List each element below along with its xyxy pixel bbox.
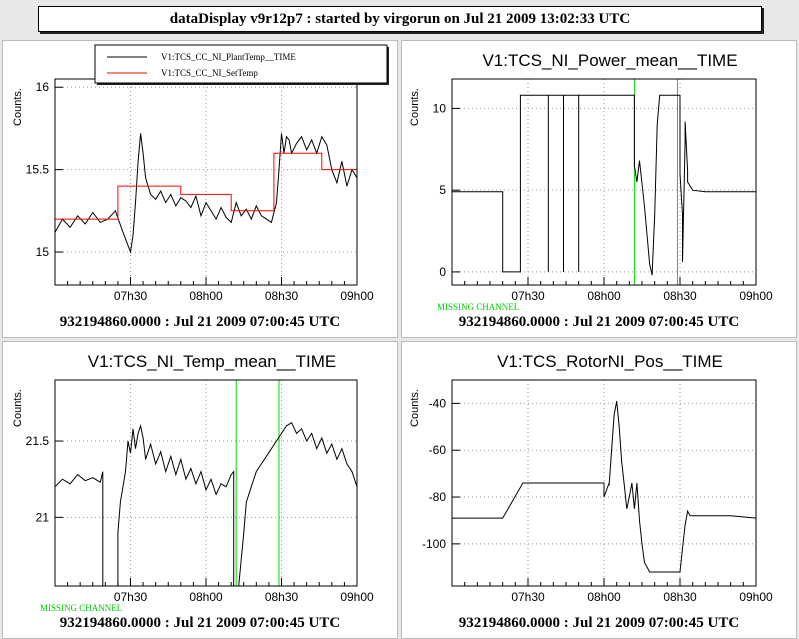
series-line-1 [55, 152, 357, 220]
plot-frame [54, 78, 358, 286]
x-tick-label: 07h30 [511, 590, 545, 604]
legend-entry: V1:TCS_CC_NI_PlantTemp__TIME [161, 52, 296, 62]
y-tick-label: -40 [429, 396, 447, 410]
y-tick-label: -100 [422, 537, 446, 551]
legend [94, 44, 388, 84]
x-tick-label: 07h30 [114, 289, 148, 303]
missing-channel-label: MISSING CHANNEL [40, 603, 123, 613]
x-tick-label: 08h00 [587, 289, 621, 303]
y-tick-label: -80 [429, 490, 447, 504]
legend-entry: V1:TCS_CC_NI_SetTemp [161, 68, 258, 78]
y-axis-label: Counts. [12, 88, 24, 126]
y-tick-label: 10 [433, 101, 447, 115]
series-line-0 [55, 421, 357, 586]
x-tick-label: 08h00 [189, 289, 223, 303]
temp-mean-panel: 07h30 08h00 08h30 09h00 21 21.5 Counts. V1:TCS_… [2, 341, 398, 639]
x-tick-label: 08h30 [663, 590, 697, 604]
power-mean-chart: 07h30 08h00 08h30 09h00 0 5 10 Counts. V1:TCS_NI… [409, 51, 773, 303]
series-line-0 [452, 401, 756, 573]
plant-temp-panel: 07h30 08h00 08h30 09h00 15 15.5 16 Counts. V1:TC… [2, 40, 398, 338]
plot-frame [451, 78, 757, 286]
y-tick-label: 21.5 [26, 434, 50, 448]
power-mean-panel: 07h30 08h00 08h30 09h00 0 5 10 Counts. V1:TCS_NI… [401, 40, 797, 338]
x-tick-label: 09h00 [739, 590, 773, 604]
x-tick-label: 09h00 [739, 289, 773, 303]
panel-footer: 932194860.0000 : Jul 21 2009 07:00:45 UT… [458, 314, 740, 330]
y-tick-label: 5 [439, 183, 446, 197]
x-tick-label: 08h30 [265, 590, 299, 604]
chart-title: V1:TCS_RotorNI_Pos__TIME [497, 352, 723, 371]
x-tick-label: 09h00 [340, 289, 374, 303]
rotor-pos-panel: 07h30 08h00 08h30 09h00 -100 -80 -60 -40 Counts.… [401, 341, 797, 639]
x-tick-label: 07h30 [511, 289, 545, 303]
x-tick-label: 08h30 [265, 289, 299, 303]
x-tick-label: 08h00 [587, 590, 621, 604]
y-axis-label: Counts. [409, 389, 421, 427]
chart-title: V1:TCS_NI_Power_mean__TIME [482, 51, 737, 70]
y-tick-label: 21 [36, 510, 50, 524]
plot-frame [451, 379, 757, 587]
y-tick-label: -60 [429, 443, 447, 457]
missing-channel-label: MISSING CHANNEL [437, 302, 520, 312]
panel-footer: 932194860.0000 : Jul 21 2009 07:00:45 UT… [458, 615, 740, 631]
y-tick-label: 16 [36, 80, 50, 94]
y-tick-label: 15 [36, 245, 50, 259]
panel-footer: 932194860.0000 : Jul 21 2009 07:00:45 UT… [59, 615, 341, 631]
y-tick-label: 15.5 [26, 163, 50, 177]
series-line-0 [452, 94, 756, 276]
panel-footer: 932194860.0000 : Jul 21 2009 07:00:45 UT… [59, 314, 341, 330]
chart-title: V1:TCS_NI_Temp_mean__TIME [88, 352, 337, 371]
y-axis-label: Counts. [409, 88, 421, 126]
x-tick-label: 08h30 [663, 289, 697, 303]
series-line-0 [55, 133, 357, 254]
y-tick-label: 0 [439, 265, 446, 279]
plant-temp-chart: 07h30 08h00 08h30 09h00 15 15.5 16 Counts. V1:TC… [12, 44, 389, 303]
x-tick-label: 08h00 [189, 590, 223, 604]
window-title: dataDisplay v9r12p7 : started by virgoru… [38, 6, 762, 32]
y-axis-label: Counts. [12, 389, 24, 427]
x-tick-label: 09h00 [340, 590, 374, 604]
x-tick-label: 07h30 [114, 590, 148, 604]
plot-frame [54, 379, 358, 587]
rotor-pos-chart: 07h30 08h00 08h30 09h00 -100 -80 -60 -40 Counts.… [409, 352, 773, 604]
